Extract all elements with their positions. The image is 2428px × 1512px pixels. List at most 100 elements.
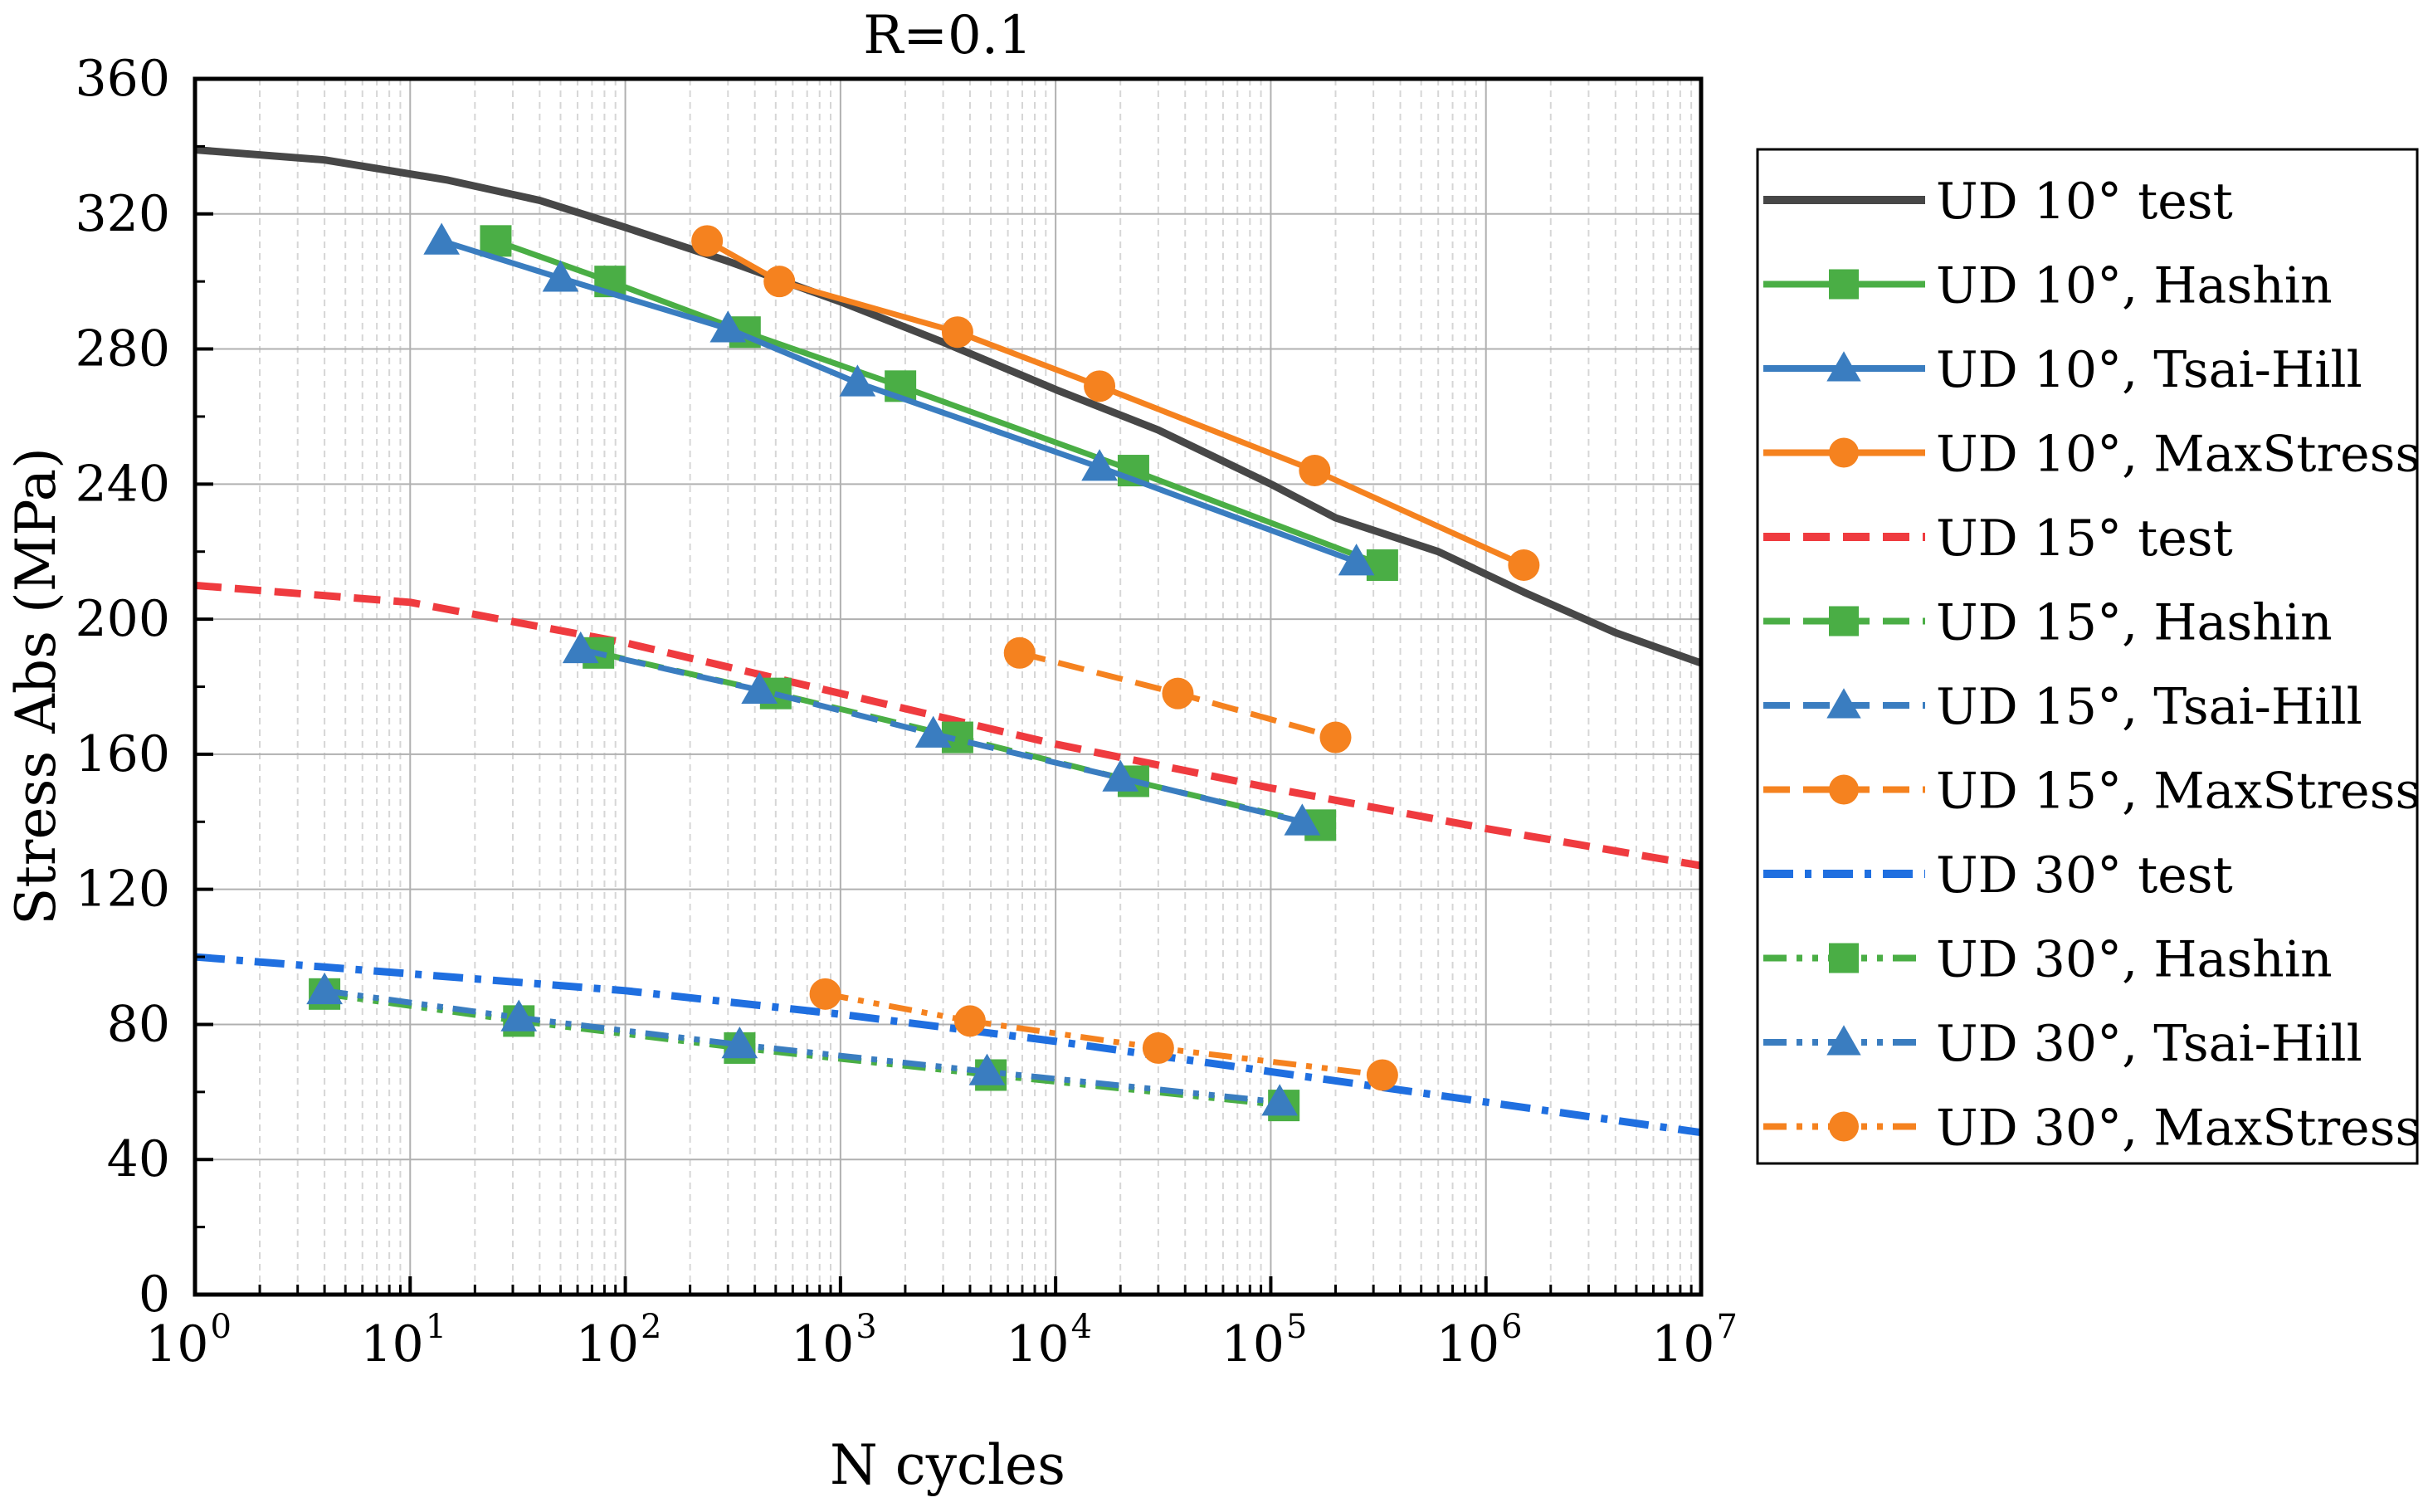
series-0 — [194, 146, 1703, 667]
legend-label: UD 15° test — [1936, 510, 2233, 568]
y-tick-label: 240 — [75, 455, 170, 513]
legend-label: UD 30°, Tsai-Hill — [1936, 1015, 2362, 1073]
legend-entry: UD 30°, MaxStress — [1763, 1100, 2421, 1158]
y-tick-label: 160 — [75, 725, 170, 783]
y-tick-label: 280 — [75, 320, 170, 378]
series-line — [824, 991, 1383, 1078]
legend-entry: UD 10°, MaxStress — [1763, 426, 2421, 484]
legend-marker-square — [1829, 269, 1859, 300]
data-point-triangle — [1081, 449, 1118, 481]
x-tick-label-exponent: 6 — [1501, 1308, 1522, 1346]
legend-entry: UD 30°, Hashin — [1763, 931, 2333, 989]
legend-marker-triangle — [1826, 351, 1861, 382]
legend-label: UD 10°, Hashin — [1936, 257, 2333, 315]
y-axis-label: Stress Abs (MPa) — [4, 447, 68, 925]
y-tick-label: 80 — [107, 995, 170, 1053]
data-point-triangle — [306, 972, 343, 1005]
x-tick-label-exponent: 3 — [856, 1308, 876, 1346]
series-8 — [194, 953, 1702, 1137]
y-tick-label: 200 — [75, 590, 170, 648]
legend-entry: UD 15° test — [1763, 510, 2233, 568]
data-point-circle — [691, 225, 724, 257]
legend-entry: UD 15°, Tsai-Hill — [1763, 678, 2362, 736]
data-point-circle — [1003, 637, 1036, 669]
data-point-square — [1366, 549, 1398, 581]
data-point-circle — [809, 978, 841, 1010]
legend-label: UD 15°, MaxStress — [1936, 763, 2421, 821]
y-tick-label: 320 — [75, 185, 170, 243]
x-tick-label-exponent: 1 — [426, 1308, 446, 1346]
legend-marker-triangle — [1826, 1025, 1861, 1056]
data-point-triangle — [1102, 759, 1139, 792]
data-point-circle — [1508, 549, 1540, 581]
series-line — [324, 988, 1280, 1105]
y-tick-label: 120 — [75, 861, 170, 919]
data-point-circle — [1299, 455, 1331, 487]
data-point-triangle — [721, 1027, 758, 1059]
series-line — [441, 237, 1358, 565]
legend-box — [1756, 148, 2419, 1165]
data-point-triangle — [423, 222, 461, 255]
series-4 — [194, 581, 1702, 870]
series-1 — [480, 225, 1398, 581]
data-point-triangle — [839, 364, 876, 397]
legend-label: UD 30°, Hashin — [1936, 931, 2333, 989]
x-axis-label: N cycles — [830, 1433, 1065, 1497]
data-point-circle — [1319, 721, 1352, 754]
legend-marker-square — [1829, 606, 1859, 637]
x-tick-label-exponent: 0 — [210, 1308, 231, 1346]
series-layer — [194, 146, 1703, 1137]
y-tick-label: 360 — [75, 50, 170, 108]
data-point-square — [480, 225, 512, 257]
x-tick-label-exponent: 7 — [1716, 1308, 1737, 1346]
data-point-triangle — [968, 1053, 1006, 1085]
legend-entry: UD 10°, Tsai-Hill — [1763, 341, 2362, 399]
legend-label: UD 30°, MaxStress — [1936, 1100, 2421, 1158]
data-point-circle — [1162, 677, 1194, 710]
legend-label: UD 15°, Hashin — [1936, 594, 2333, 652]
legend-marker-triangle — [1826, 688, 1861, 719]
legend-label: UD 15°, Tsai-Hill — [1936, 678, 2362, 736]
series-10 — [306, 972, 1299, 1116]
legend-entry: UD 30° test — [1763, 846, 2233, 905]
legend-entry: UD 30°, Tsai-Hill — [1763, 1015, 2362, 1073]
data-point-triangle — [562, 631, 599, 664]
data-point-circle — [1142, 1032, 1174, 1064]
series-line — [194, 146, 1703, 667]
series-line — [194, 953, 1702, 1137]
data-point-circle — [763, 266, 796, 298]
legend-label: UD 10°, Tsai-Hill — [1936, 341, 2362, 399]
legend-label: UD 10°, MaxStress — [1936, 426, 2421, 484]
legend-entry: UD 15°, MaxStress — [1763, 763, 2421, 821]
data-point-triangle — [1338, 544, 1375, 576]
data-point-triangle — [1261, 1084, 1299, 1116]
series-3 — [691, 225, 1540, 581]
data-point-triangle — [500, 999, 538, 1032]
data-point-circle — [941, 316, 973, 349]
data-point-triangle — [709, 310, 747, 343]
series-7 — [1003, 637, 1352, 754]
legend-entry: UD 15°, Hashin — [1763, 594, 2333, 652]
legend-entry: UD 10°, Hashin — [1763, 257, 2333, 315]
legend-marker-square — [1829, 943, 1859, 973]
series-6 — [562, 631, 1321, 836]
series-11 — [809, 978, 1398, 1091]
x-tick-label: 102 — [576, 1308, 662, 1373]
legend: UD 10° test UD 10°, Hashin UD 10°, Tsai-Hi… — [1756, 148, 2421, 1165]
series-2 — [423, 222, 1375, 576]
x-tick-label-exponent: 2 — [641, 1308, 661, 1346]
data-point-triangle — [542, 260, 579, 292]
legend-label: UD 30° test — [1936, 846, 2233, 905]
series-line — [194, 581, 1702, 870]
data-point-triangle — [914, 715, 952, 748]
x-tick-label-exponent: 5 — [1286, 1308, 1307, 1346]
data-point-circle — [953, 1005, 986, 1037]
series-line — [495, 238, 1384, 568]
data-point-triangle — [741, 671, 778, 704]
legend-entry: UD 10° test — [1763, 173, 2233, 231]
axes: 100 101 102 103 104 105 106 1070408012016020024… — [75, 50, 1737, 1373]
legend-label: UD 10° test — [1936, 173, 2233, 231]
data-point-circle — [1084, 370, 1116, 402]
y-tick-label: 0 — [139, 1266, 170, 1324]
